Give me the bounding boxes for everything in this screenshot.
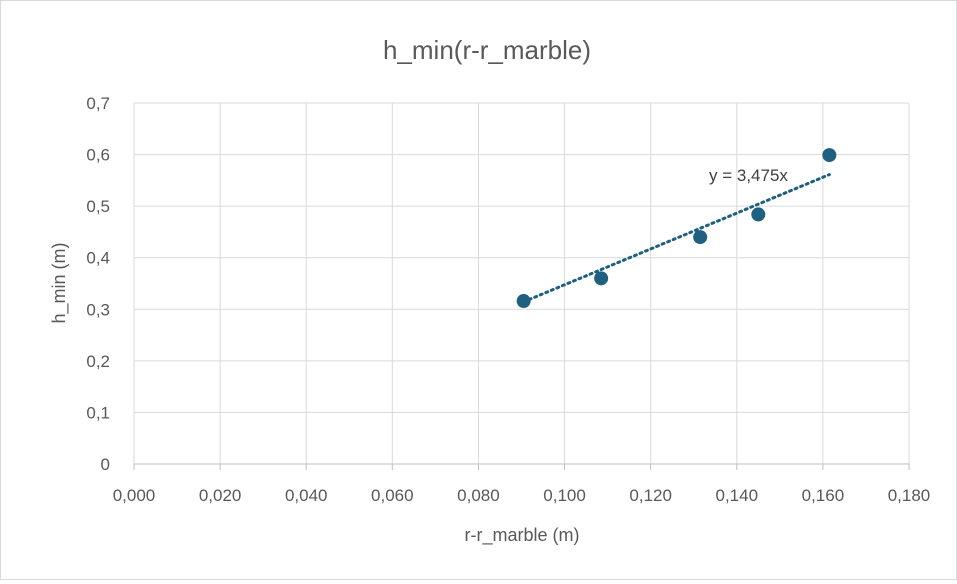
- chart-title: h_min(r-r_marble): [383, 35, 591, 65]
- y-tick-label: 0,7: [86, 94, 110, 113]
- y-tick-label: 0,3: [86, 300, 110, 319]
- x-tick-label: 0,180: [888, 486, 931, 505]
- x-tick-label: 0,000: [113, 486, 156, 505]
- y-tick-label: 0,4: [86, 249, 110, 268]
- y-tick-label: 0,2: [86, 352, 110, 371]
- x-tick-label: 0,100: [543, 486, 586, 505]
- x-tick-label: 0,060: [371, 486, 414, 505]
- y-axis-title: h_min (m): [49, 242, 70, 323]
- data-point: [693, 230, 708, 245]
- x-tick-label: 0,120: [629, 486, 672, 505]
- trendline-equation: y = 3,475x: [709, 166, 788, 185]
- x-tick-label: 0,020: [199, 486, 242, 505]
- data-point-layer: [516, 148, 837, 309]
- x-tick-label: 0,080: [457, 486, 500, 505]
- y-tick-label: 0,6: [86, 146, 110, 165]
- x-tick-label: 0,160: [802, 486, 845, 505]
- axis-layer: 0,000 0,020 0,040 0,060 0,080 0,100 0,120 0,140…: [86, 94, 930, 505]
- x-tick-label: 0,140: [716, 486, 759, 505]
- trendline-layer: [522, 173, 831, 304]
- y-tick-label: 0,5: [86, 197, 110, 216]
- y-tick-label: 0: [101, 455, 110, 474]
- y-tick-label: 0,1: [86, 403, 110, 422]
- grid-layer: [133, 102, 910, 465]
- data-point: [594, 271, 609, 286]
- x-axis-title: r-r_marble (m): [465, 525, 580, 546]
- data-point: [822, 148, 837, 163]
- trendline: [522, 173, 831, 304]
- data-point: [751, 207, 766, 222]
- x-tick-label: 0,040: [285, 486, 328, 505]
- data-point: [516, 294, 531, 309]
